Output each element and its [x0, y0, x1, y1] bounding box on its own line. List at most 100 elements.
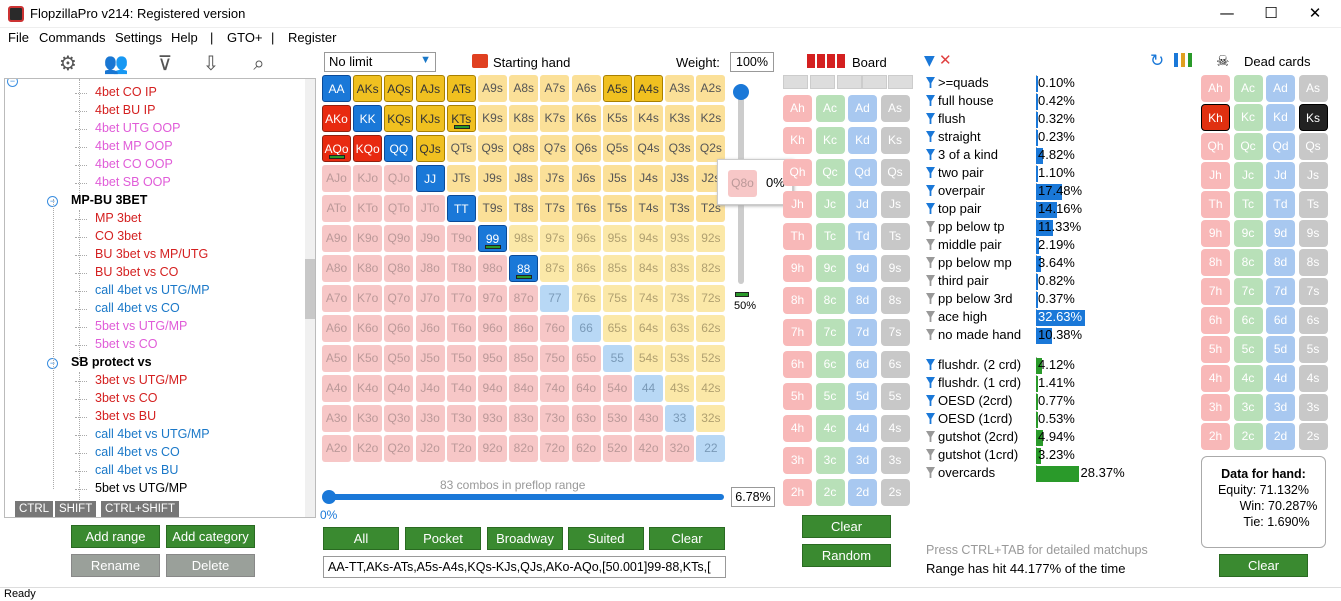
hand-cell[interactable]: 52s: [696, 345, 726, 372]
hand-cell[interactable]: K8s: [509, 105, 539, 132]
hand-cell[interactable]: K2o: [353, 435, 383, 462]
stat-row[interactable]: gutshot (1crd) 3.23%: [926, 447, 1146, 464]
hand-cell[interactable]: K6o: [353, 315, 383, 342]
range-pct-input[interactable]: 6.78%: [731, 487, 775, 507]
hand-cell[interactable]: Q7o: [384, 285, 414, 312]
filter-icon[interactable]: [926, 311, 935, 322]
hand-cell[interactable]: T2o: [446, 435, 476, 462]
hand-cell[interactable]: 32o: [665, 435, 695, 462]
dead-card[interactable]: Qs: [1298, 133, 1328, 160]
board-card[interactable]: 5d: [848, 383, 877, 410]
hand-cell[interactable]: 33: [665, 405, 695, 432]
dead-clear-button[interactable]: Clear: [1219, 554, 1308, 577]
hand-cell[interactable]: 54o: [602, 375, 632, 402]
tree-item[interactable]: call 4bet vs BU: [95, 463, 179, 477]
hand-cell[interactable]: T3s: [665, 195, 695, 222]
dead-card[interactable]: 8c: [1233, 249, 1263, 276]
hand-cell[interactable]: T2s: [696, 195, 726, 222]
hand-cell[interactable]: T7o: [446, 285, 476, 312]
hand-cell[interactable]: JJ: [415, 165, 445, 192]
all-button[interactable]: All: [323, 527, 399, 550]
hand-cell[interactable]: J6s: [571, 165, 601, 192]
hand-cell[interactable]: ATo: [322, 195, 351, 222]
hand-cell[interactable]: 97s: [540, 225, 570, 252]
dead-card[interactable]: Ts: [1298, 191, 1328, 218]
dead-card[interactable]: 7c: [1233, 278, 1263, 305]
stat-row[interactable]: 3 of a kind 4.82%: [926, 147, 1146, 164]
board-card[interactable]: Qd: [848, 159, 877, 186]
dead-card[interactable]: 4h: [1201, 365, 1230, 392]
hand-cell[interactable]: 44: [634, 375, 663, 402]
hand-cell[interactable]: 86s: [571, 255, 601, 282]
dead-card[interactable]: Js: [1298, 162, 1328, 189]
dead-card[interactable]: 2c: [1233, 423, 1263, 450]
tree-item[interactable]: call 4bet vs UTG/MP: [95, 283, 210, 297]
hand-cell[interactable]: Q3o: [384, 405, 414, 432]
hand-cell[interactable]: 93o: [478, 405, 507, 432]
dead-card[interactable]: 7d: [1266, 278, 1295, 305]
filter-add-icon[interactable]: ⊽: [157, 51, 173, 75]
hand-cell[interactable]: 43o: [634, 405, 663, 432]
board-card[interactable]: 3s: [880, 447, 910, 474]
dead-card[interactable]: 8s: [1298, 249, 1328, 276]
tree-item[interactable]: 4bet CO IP: [95, 85, 157, 99]
gear-icon[interactable]: ⚙: [59, 51, 77, 75]
weight-slider-handle[interactable]: [733, 84, 749, 100]
hand-cell[interactable]: A3s: [665, 75, 695, 102]
filter-icon[interactable]: [926, 149, 935, 160]
hand-cell[interactable]: A3o: [322, 405, 351, 432]
board-card[interactable]: 9h: [783, 255, 812, 282]
hand-cell[interactable]: A9o: [322, 225, 351, 252]
hand-cell[interactable]: Q4o: [384, 375, 414, 402]
filter-icon[interactable]: [926, 203, 935, 214]
hand-cell[interactable]: A2s: [696, 75, 726, 102]
hand-cell[interactable]: K6s: [571, 105, 601, 132]
hand-cell[interactable]: 73s: [665, 285, 695, 312]
stat-row[interactable]: flushdr. (2 crd) 4.12%: [926, 357, 1146, 374]
hand-cell[interactable]: 88: [509, 255, 539, 282]
dead-card[interactable]: Kc: [1233, 104, 1263, 131]
hand-cell[interactable]: T6s: [571, 195, 601, 222]
dead-card[interactable]: 7h: [1201, 278, 1230, 305]
dead-card[interactable]: 9d: [1266, 220, 1295, 247]
board-card[interactable]: Th: [783, 223, 812, 250]
hand-cell[interactable]: J6o: [415, 315, 445, 342]
filter-icon[interactable]: [926, 257, 935, 268]
hand-cell[interactable]: Q2s: [696, 135, 726, 162]
stat-row[interactable]: two pair 1.10%: [926, 165, 1146, 182]
hand-cell[interactable]: 52o: [602, 435, 632, 462]
hand-cell[interactable]: 42s: [696, 375, 726, 402]
dead-card[interactable]: 9s: [1298, 220, 1328, 247]
tree-item[interactable]: 3bet vs BU: [95, 409, 157, 423]
dead-card[interactable]: Qd: [1266, 133, 1295, 160]
hand-cell[interactable]: K5o: [353, 345, 383, 372]
hand-cell[interactable]: 73o: [540, 405, 570, 432]
hand-cell[interactable]: A5s: [602, 75, 632, 102]
tree-group[interactable]: SB protect vs: [71, 355, 152, 369]
hand-cell[interactable]: K9s: [478, 105, 507, 132]
board-card[interactable]: 7s: [880, 319, 910, 346]
hand-cell[interactable]: J2o: [415, 435, 445, 462]
tree-item[interactable]: 5bet vs CO: [95, 337, 158, 351]
hand-cell[interactable]: A7s: [540, 75, 570, 102]
hand-cell[interactable]: 75s: [602, 285, 632, 312]
dead-card[interactable]: Ad: [1266, 75, 1295, 102]
hand-cell[interactable]: 43s: [665, 375, 695, 402]
hand-cell[interactable]: 95o: [478, 345, 507, 372]
hand-cell[interactable]: T9s: [478, 195, 507, 222]
filter-icon[interactable]: ▼: [924, 53, 935, 69]
hand-cell[interactable]: Q8o: [384, 255, 414, 282]
hand-cell[interactable]: 85o: [509, 345, 539, 372]
hand-cell[interactable]: KJo: [353, 165, 383, 192]
collapse-icon[interactable]: −: [7, 79, 18, 87]
range-pct-slider[interactable]: [326, 494, 724, 500]
filter-icon[interactable]: [926, 329, 935, 340]
dead-card[interactable]: Tc: [1233, 191, 1263, 218]
filter-icon[interactable]: [926, 467, 935, 478]
hand-cell[interactable]: 63s: [665, 315, 695, 342]
dead-card[interactable]: Th: [1201, 191, 1230, 218]
hand-cell[interactable]: 62s: [696, 315, 726, 342]
board-card[interactable]: 6h: [783, 351, 812, 378]
range-pct-handle[interactable]: [322, 490, 336, 504]
hand-cell[interactable]: 72s: [696, 285, 726, 312]
